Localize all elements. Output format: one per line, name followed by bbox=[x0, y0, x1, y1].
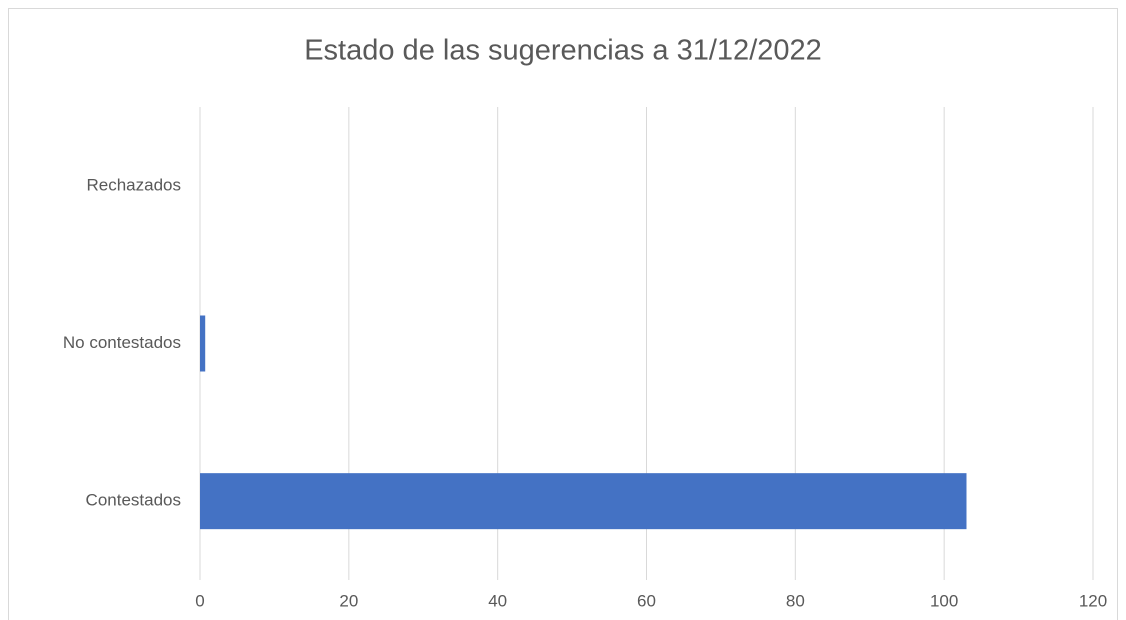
bar bbox=[200, 315, 206, 372]
x-tick-label: 80 bbox=[786, 591, 805, 610]
chart-title: Estado de las sugerencias a 31/12/2022 bbox=[304, 35, 822, 67]
x-tick-label: 0 bbox=[195, 591, 204, 610]
x-tick-label: 20 bbox=[339, 591, 358, 610]
x-tick-label: 60 bbox=[637, 591, 656, 610]
x-tick-label: 120 bbox=[1079, 591, 1107, 610]
bar bbox=[200, 473, 967, 530]
x-tick-label: 100 bbox=[930, 591, 958, 610]
x-tick-label: 40 bbox=[488, 591, 507, 610]
y-tick-label: No contestados bbox=[63, 333, 181, 352]
y-tick-label: Rechazados bbox=[86, 175, 181, 194]
y-tick-label: Contestados bbox=[86, 491, 181, 510]
